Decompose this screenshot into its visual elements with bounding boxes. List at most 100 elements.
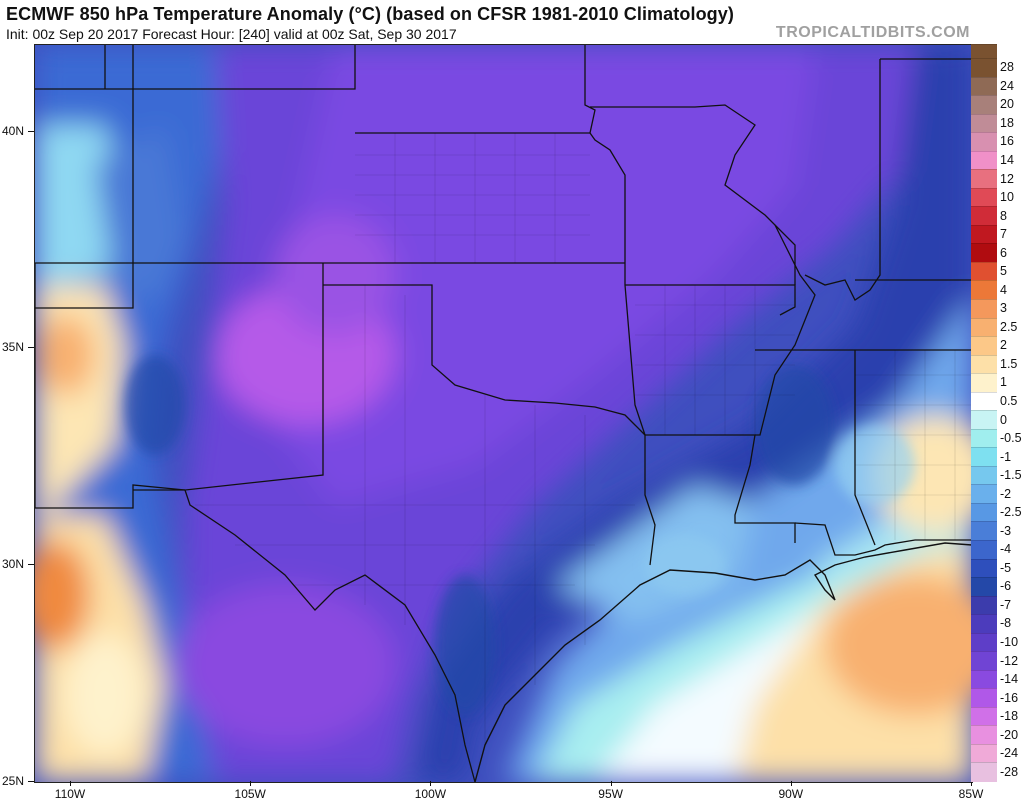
forecast-info: Init: 00z Sep 20 2017 Forecast Hour: [24… bbox=[6, 26, 457, 42]
colorbar-cell bbox=[971, 224, 997, 245]
lon-tick bbox=[610, 781, 612, 786]
lon-label: 100W bbox=[414, 787, 447, 801]
colorbar-cell bbox=[971, 632, 997, 653]
colorbar-label: 10 bbox=[1000, 190, 1014, 205]
colorbar-label: -14 bbox=[1000, 672, 1019, 687]
lat-tick bbox=[28, 130, 34, 132]
colorbar-cell bbox=[971, 336, 997, 356]
colorbar-cell bbox=[971, 484, 997, 504]
colorbar-label: 20 bbox=[1000, 97, 1014, 112]
colorbar-cell bbox=[971, 169, 997, 189]
colorbar-label: 6 bbox=[1000, 245, 1007, 260]
lat-tick bbox=[28, 564, 34, 566]
lon-label: 110W bbox=[54, 787, 86, 801]
colorbar-cell bbox=[971, 206, 997, 226]
colorbar-cell bbox=[971, 762, 997, 782]
lon-label: 85W bbox=[958, 787, 984, 801]
colorbar-cell bbox=[971, 243, 997, 263]
colorbar-cell bbox=[971, 743, 997, 764]
colorbar-label: -7 bbox=[1000, 597, 1012, 612]
colorbar-cell bbox=[971, 502, 997, 523]
colorbar-label: -24 bbox=[1000, 746, 1019, 761]
colorbar-cell bbox=[971, 58, 997, 78]
colorbar-label: 1 bbox=[1000, 375, 1007, 390]
colorbar-cell bbox=[971, 95, 997, 115]
colorbar-cell bbox=[971, 391, 997, 412]
colorbar-cell bbox=[971, 688, 997, 708]
anomaly-map bbox=[34, 44, 973, 783]
lat-label: 25N bbox=[2, 774, 25, 788]
colorbar-label: 16 bbox=[1000, 134, 1014, 149]
colorbar-label: 4 bbox=[1000, 282, 1007, 297]
colorbar-label: -5 bbox=[1000, 560, 1012, 575]
colorbar-label: -28 bbox=[1000, 764, 1019, 779]
colorbar-label: -20 bbox=[1000, 727, 1019, 742]
colorbar-cell bbox=[971, 706, 997, 727]
colorbar-label: -0.5 bbox=[1000, 431, 1022, 446]
colorbar-cell bbox=[971, 428, 997, 449]
colorbar-label: -2 bbox=[1000, 486, 1012, 501]
colorbar-cell bbox=[971, 354, 997, 375]
lat-tick bbox=[28, 781, 34, 782]
colorbar-label: 0.5 bbox=[1000, 393, 1018, 408]
colorbar-cell bbox=[971, 113, 997, 134]
anomaly-map-svg bbox=[35, 45, 972, 782]
colorbar-label: -4 bbox=[1000, 542, 1012, 557]
colorbar-cell bbox=[971, 280, 997, 300]
colorbar-label: -18 bbox=[1000, 709, 1019, 724]
lat-tick bbox=[28, 347, 34, 349]
colorbar-cell bbox=[971, 521, 997, 541]
anomaly-field bbox=[35, 45, 972, 782]
colorbar-label: 3 bbox=[1000, 301, 1007, 316]
colorbar-label: 14 bbox=[1000, 152, 1014, 167]
colorbar-cell bbox=[971, 150, 997, 171]
colorbar-cell bbox=[971, 317, 997, 338]
colorbar-cell bbox=[971, 725, 997, 745]
lon-tick bbox=[430, 781, 432, 786]
colorbar-label: 28 bbox=[1000, 60, 1014, 75]
county-lines bbox=[195, 133, 972, 745]
colorbar-cell bbox=[971, 595, 997, 616]
colorbar-label: 2.5 bbox=[1000, 319, 1018, 334]
colorbar-cell bbox=[971, 410, 997, 430]
colorbar-cell bbox=[971, 540, 997, 560]
colorbar-label: -8 bbox=[1000, 616, 1012, 631]
colorbar-cell bbox=[971, 558, 997, 579]
colorbar-legend: 28 24 20 18 16 14 12 10 8 7 6 5 4 3 2.5 2 1.5 1 0.5 0 -0.5 -1… bbox=[971, 44, 1024, 782]
brand-watermark: TROPICALTIDBITS.COM bbox=[775, 24, 970, 41]
colorbar-cell bbox=[971, 187, 997, 208]
colorbar-label: 24 bbox=[1000, 78, 1014, 93]
colorbar-label: -16 bbox=[1000, 690, 1019, 705]
lon-label: 95W bbox=[598, 787, 623, 801]
colorbar-label: 1.5 bbox=[1000, 356, 1018, 371]
colorbar-cell bbox=[971, 447, 997, 467]
colorbar-cell bbox=[971, 299, 997, 319]
colorbar-label: -6 bbox=[1000, 579, 1012, 594]
colorbar-cell bbox=[971, 76, 997, 97]
coastline bbox=[474, 542, 972, 782]
colorbar-cell bbox=[971, 651, 997, 671]
colorbar-cell bbox=[971, 261, 997, 282]
lat-label: 40N bbox=[2, 123, 25, 138]
colorbar-label: -3 bbox=[1000, 523, 1012, 538]
colorbar-label: -1 bbox=[1000, 449, 1012, 464]
colorbar-label: 2 bbox=[1000, 338, 1007, 353]
map-title: ECMWF 850 hPa Temperature Anomaly (°C) (… bbox=[6, 4, 734, 24]
colorbar-cell bbox=[971, 614, 997, 634]
lon-tick bbox=[971, 781, 972, 786]
colorbar-label: 5 bbox=[1000, 264, 1007, 279]
colorbar-cell bbox=[971, 44, 997, 59]
lon-tick bbox=[790, 781, 792, 786]
colorbar-label: 18 bbox=[1000, 115, 1014, 130]
colorbar-cell bbox=[971, 577, 997, 597]
colorbar-cell bbox=[971, 465, 997, 486]
state-boundaries bbox=[35, 45, 972, 782]
lon-label: 105W bbox=[234, 787, 266, 801]
colorbar-cell bbox=[971, 669, 997, 690]
lat-label: 35N bbox=[2, 340, 25, 355]
colorbar-cell bbox=[971, 132, 997, 152]
lon-tick bbox=[70, 781, 72, 786]
colorbar-label: 8 bbox=[1000, 208, 1007, 223]
lat-label: 30N bbox=[2, 557, 25, 572]
colorbar-label: 12 bbox=[1000, 171, 1014, 186]
